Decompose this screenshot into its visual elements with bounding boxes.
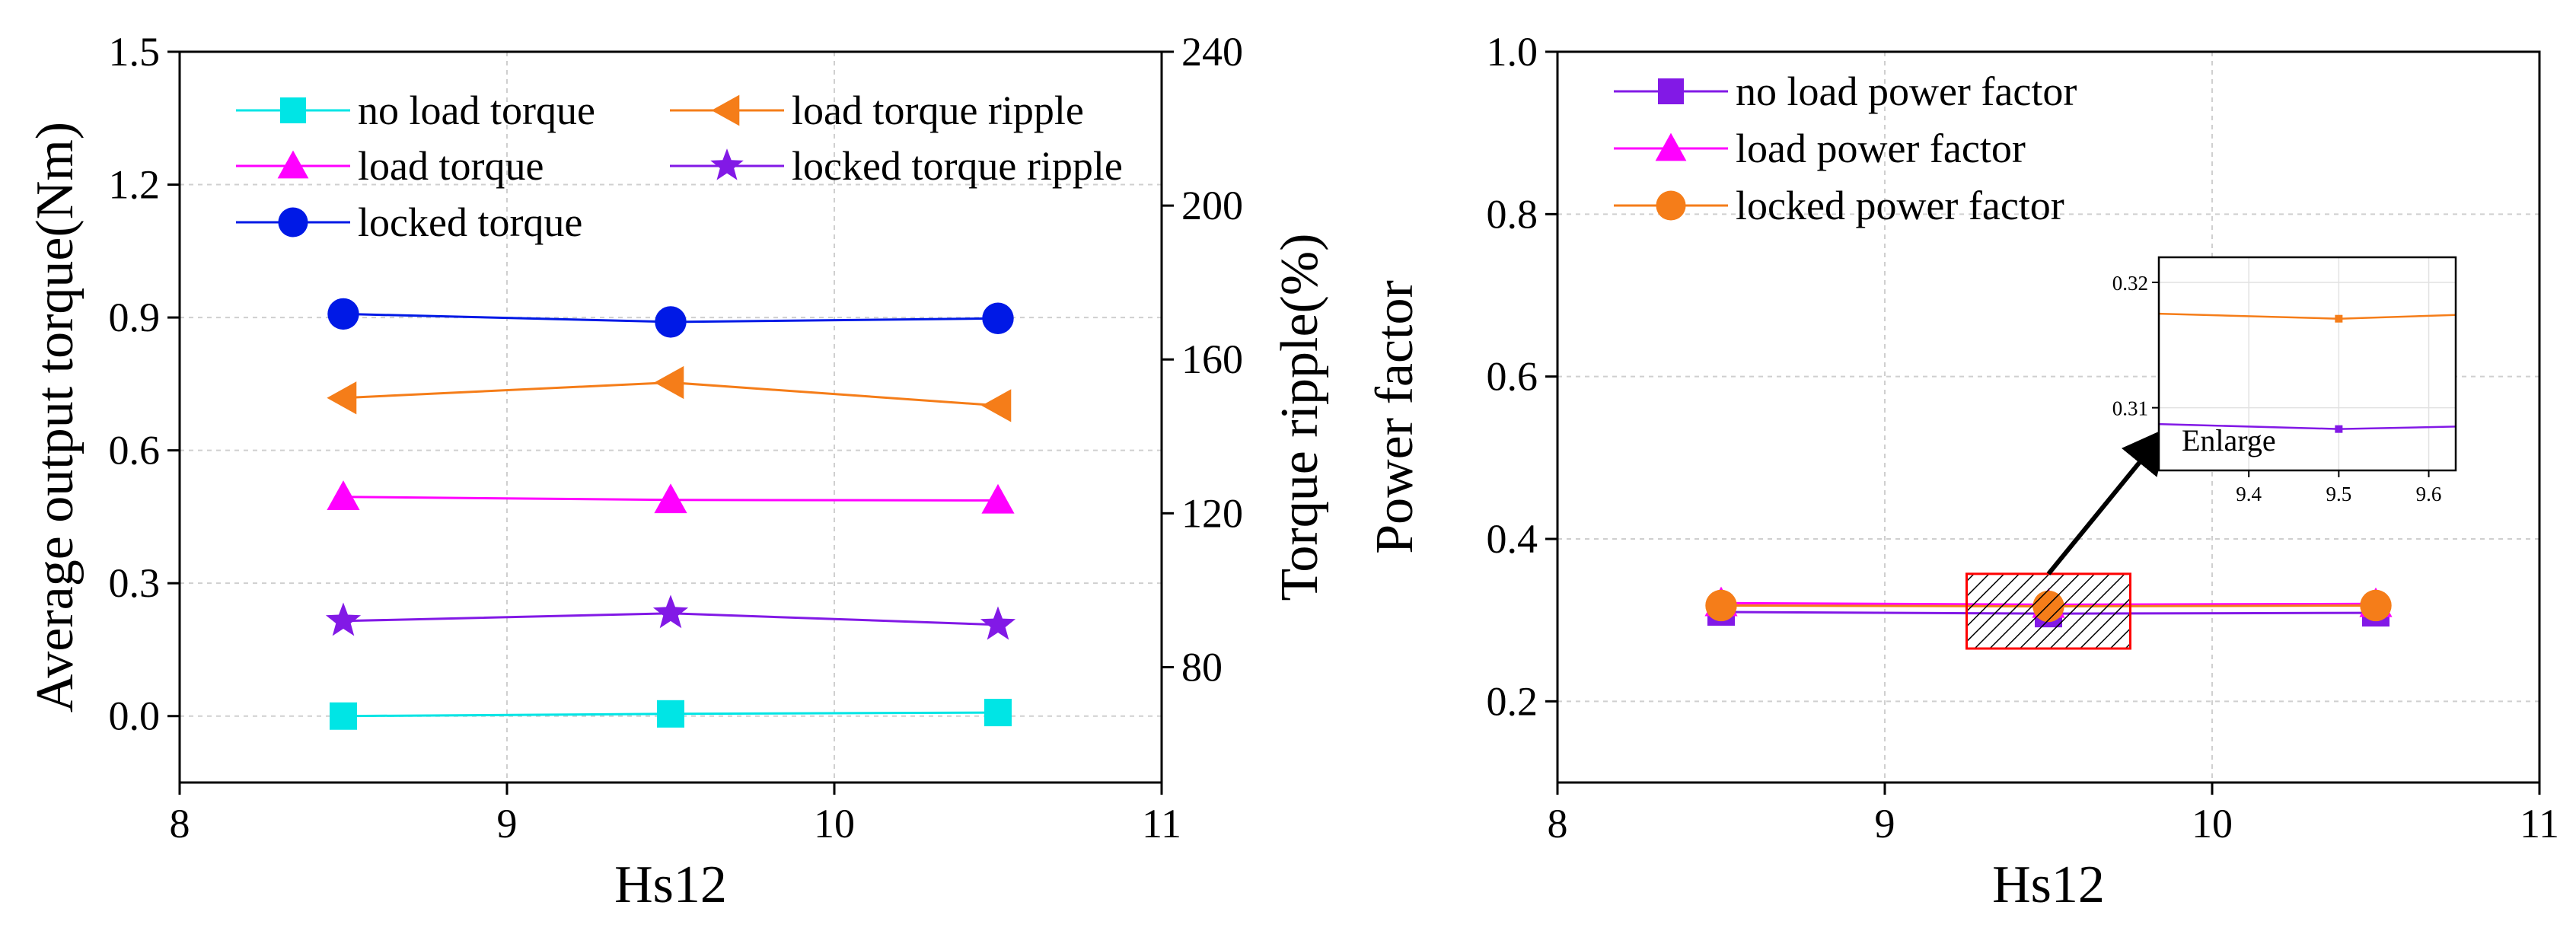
inset-x-tick-label: 9.6 [2416,483,2442,505]
inset-series [2159,312,2456,433]
data-point-locked-torque [327,298,359,330]
right-x-tick-label: 9 [1875,801,1895,846]
left-series [325,298,1016,730]
data-point-locked-torque-ripple [980,606,1016,640]
legend-label-no-load-power-factor: no load power factor [1736,69,2077,114]
right-y-tick-label: 0.8 [1487,191,1538,237]
data-point-no-load-torque [657,700,684,728]
left-grid [180,52,1162,783]
data-point-load-torque [654,483,687,514]
right-y-tick-label: 1.0 [1487,29,1538,75]
left-y2-tick-label: 80 [1181,644,1223,690]
legend-marker-load-torque-ripple [711,94,740,126]
data-point-locked-power-factor [1705,589,1737,622]
right-ticks: 8 9 10 11 0.2 0.4 0.6 0.8 1.0 [1487,29,2560,846]
inset-ticks: 9.4 9.5 9.6 0.31 0.32 [2112,272,2442,505]
right-legend: no load power factor load power factor loc… [1614,69,2077,228]
left-y-tick-label: 1.5 [109,29,161,75]
zoom-arrow [2046,427,2169,575]
data-point-locked-torque [655,306,687,338]
inset-background [2159,257,2456,470]
legend-label-no-load-torque: no load torque [358,88,595,133]
left-y2label: Torque ripple(%) [1270,234,1329,601]
legend-label-locked-torque-ripple: locked torque ripple [792,143,1123,189]
left-y-tick-label: 0.6 [109,428,161,473]
legend-marker-locked-torque [278,207,308,237]
right-xlabel: Hs12 [1992,856,2105,914]
legend-marker-locked-power-factor [1656,190,1686,221]
right-x-tick-label: 10 [2192,801,2233,846]
data-point-load-torque [327,480,360,511]
right-chart: 8 9 10 110.20.40.60.81.0 Hs12 Power factor … [1366,29,2559,914]
right-y-tick-label: 0.6 [1487,354,1538,400]
legend-label-load-torque-ripple: load torque ripple [792,88,1084,133]
left-x-tick-label: 9 [497,801,518,846]
left-xlabel: Hs12 [614,856,727,914]
inset-point-locked-power-factor [2335,314,2343,323]
legend-marker-locked-torque-ripple [710,148,744,180]
legend-label-locked-power-factor: locked power factor [1736,183,2064,228]
data-point-no-load-torque [984,699,1012,727]
right-ylabel: Power factor [1366,280,1424,554]
left-x-tick-label: 8 [170,801,190,846]
left-y2-tick-label: 120 [1181,490,1243,536]
legend-marker-load-power-factor [1655,132,1687,161]
left-y2-tick-label: 240 [1181,29,1243,75]
inset-point-no-load-power-factor [2335,425,2343,433]
left-y-tick-label: 0.0 [109,693,161,739]
inset-frame [2157,256,2457,472]
left-plot-frame [178,50,1163,784]
left-y2-tick-label: 200 [1181,183,1243,228]
right-x-tick-label: 8 [1548,801,1568,846]
left-legend: no load torque load torque locked torque lo… [236,88,1123,245]
legend-marker-load-torque [277,150,309,179]
inset-chart: 9.4 9.5 9.6 0.31 0.32 Enlarge [2112,256,2457,505]
data-point-no-load-torque [330,702,357,730]
inset-grid [2159,257,2456,470]
left-chart: 8 9 10 11 0.0 0.3 0.6 0.9 1.2 1.5 80 120 160 200 240 H… [26,29,1329,914]
left-x-tick-label: 11 [1142,801,1181,846]
legend-marker-no-load-torque [280,97,306,123]
zoom-rectangle [1965,572,2131,650]
legend-label-load-power-factor: load power factor [1736,126,2026,171]
data-point-load-torque-ripple [654,365,684,400]
inset-annotation: Enlarge [2182,423,2276,457]
left-y-tick-label: 0.3 [109,560,161,606]
zoom-box [1965,427,2169,650]
right-x-tick-label: 11 [2520,801,2559,846]
right-y-tick-label: 0.4 [1487,516,1538,562]
legend-label-locked-torque: locked torque [358,199,582,245]
data-point-load-torque-ripple [981,389,1012,422]
data-point-locked-torque-ripple [652,595,689,629]
legend-marker-no-load-power-factor [1658,78,1684,104]
legend-label-load-torque: load torque [358,143,544,189]
data-point-locked-torque [982,302,1014,334]
left-y2-tick-label: 160 [1181,336,1243,382]
left-x-tick-label: 10 [814,801,855,846]
data-point-locked-torque-ripple [325,602,362,636]
left-ylabel: Average output torque(Nm) [26,122,84,712]
left-y-tick-label: 0.9 [109,295,161,340]
right-y-tick-label: 0.2 [1487,678,1538,724]
right-plot-frame [1556,50,2541,784]
data-point-load-torque-ripple [327,381,357,415]
data-point-locked-power-factor [2360,589,2392,622]
left-ticks: 8 9 10 11 0.0 0.3 0.6 0.9 1.2 1.5 80 120 160 200 240 [109,29,1244,846]
inset-y-tick-label: 0.32 [2112,272,2148,295]
data-point-load-torque [981,483,1015,514]
inset-y-tick-label: 0.31 [2112,397,2148,420]
left-y-tick-label: 1.2 [109,162,161,208]
inset-x-tick-label: 9.4 [2236,483,2262,505]
inset-x-tick-label: 9.5 [2326,483,2351,505]
